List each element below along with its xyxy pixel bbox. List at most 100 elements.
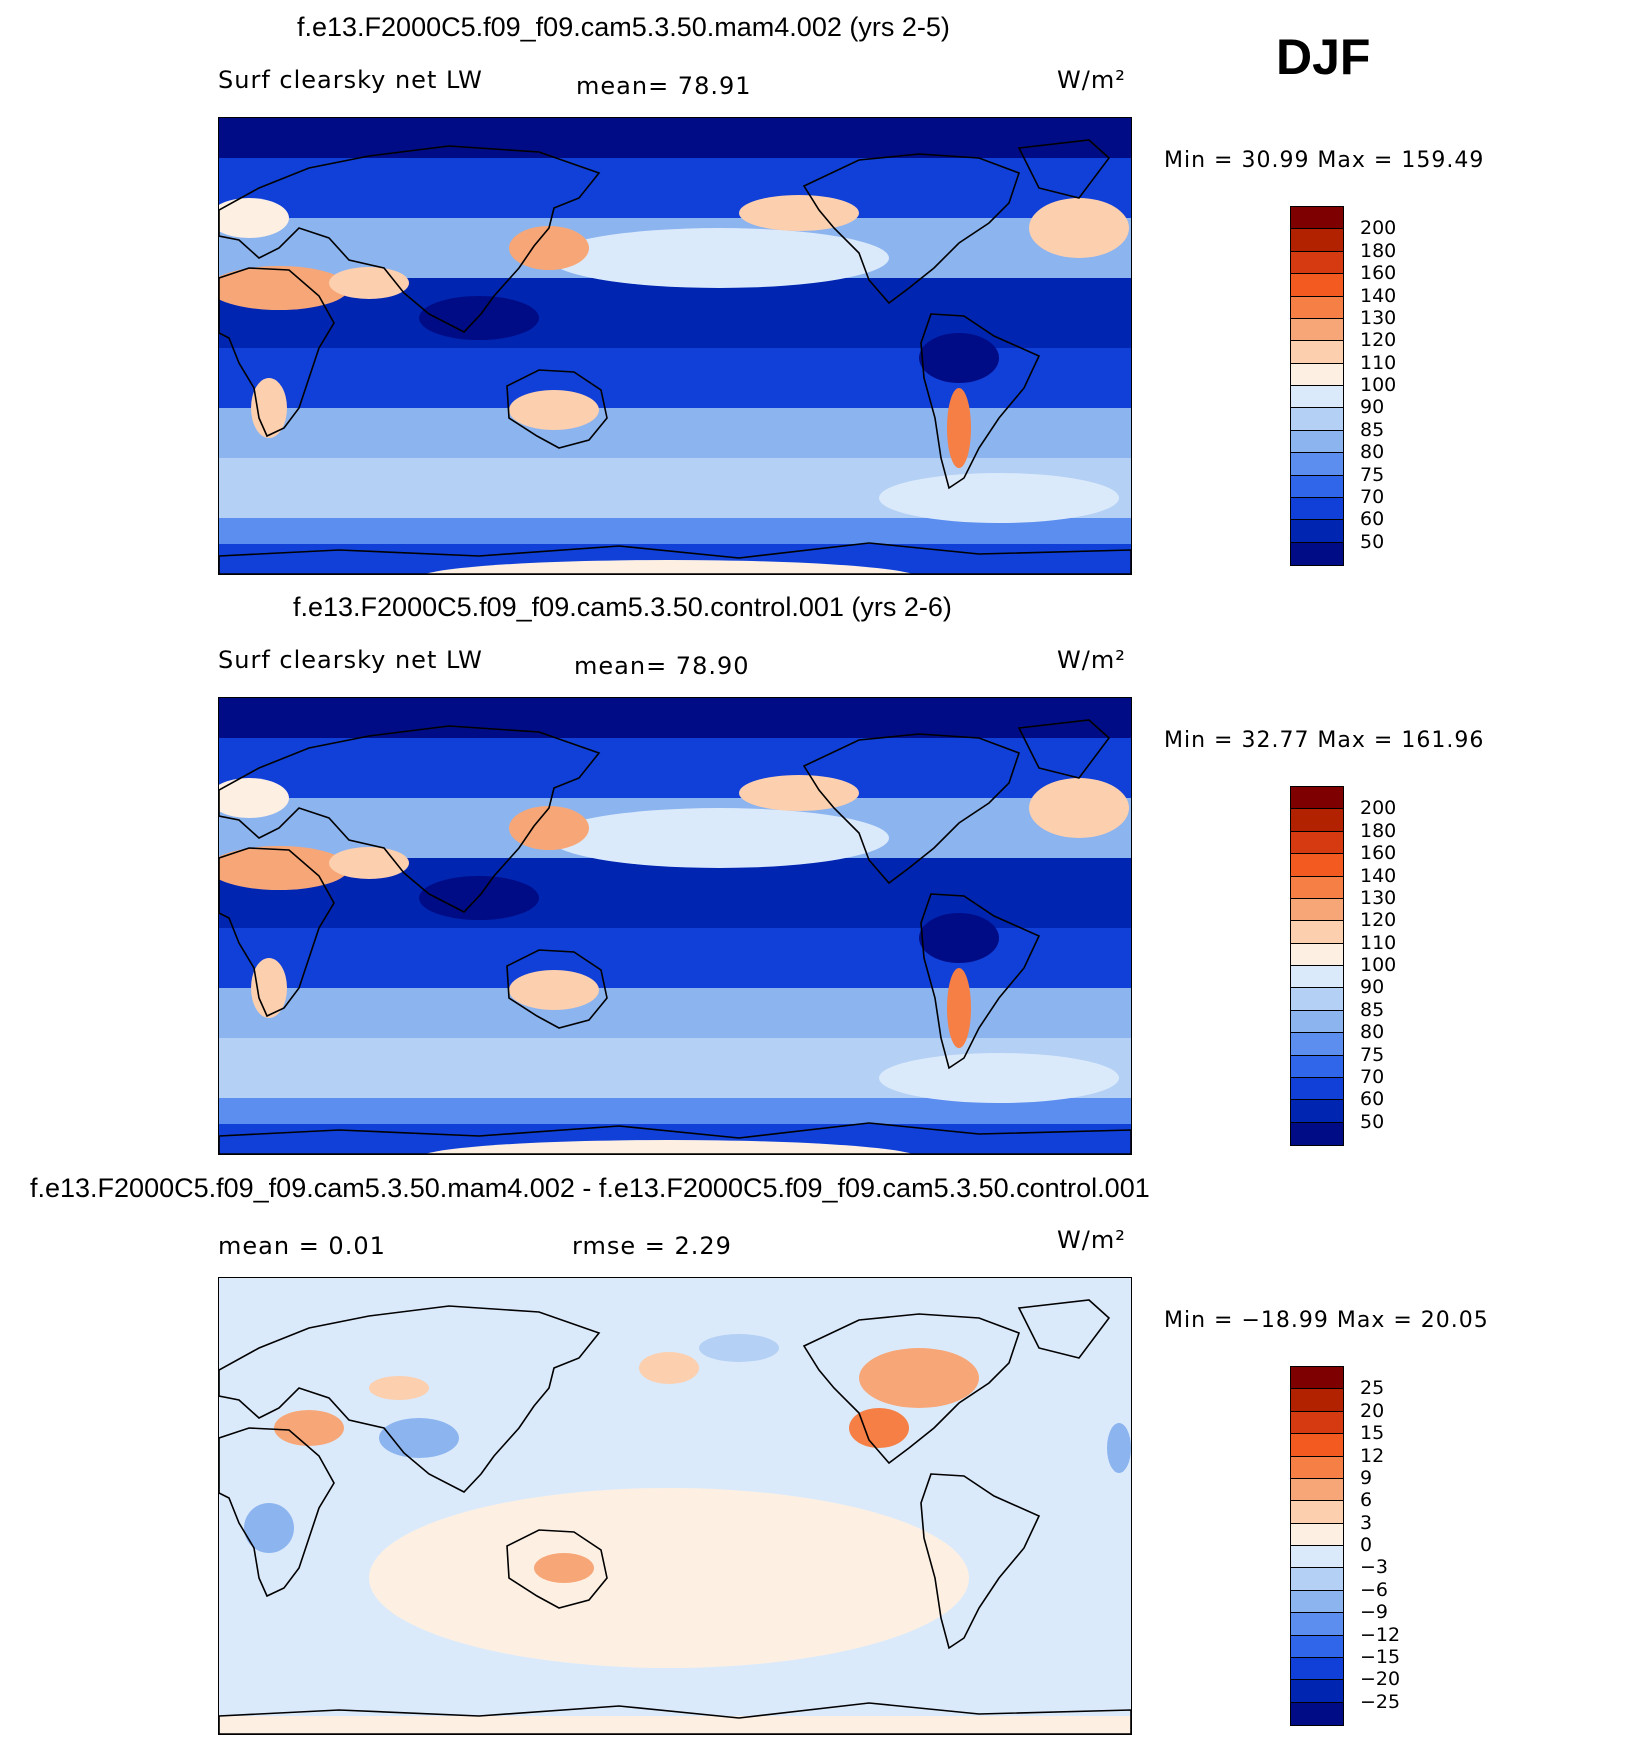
colorbar-swatch bbox=[1291, 1033, 1343, 1056]
coastline bbox=[219, 1122, 1131, 1154]
colorbar-swatch bbox=[1291, 520, 1343, 543]
field-blob-maritime-continent bbox=[419, 296, 539, 340]
field-blob-sahara bbox=[219, 846, 349, 890]
colorbar-swatch bbox=[1291, 318, 1343, 342]
colorbar-swatch bbox=[1291, 809, 1343, 832]
colorbar-tick-label: 60 bbox=[1360, 1088, 1385, 1111]
field-blob-bering bbox=[639, 1352, 699, 1384]
colorbar-swatch bbox=[1291, 542, 1343, 565]
colorbar-swatch bbox=[1291, 1411, 1343, 1435]
field-blob-north-atlantic bbox=[1029, 778, 1129, 838]
colorbar-tick-label: 85 bbox=[1360, 418, 1385, 441]
panel2-variable-label: Surf clearsky net LW bbox=[218, 646, 483, 674]
panel2-title: f.e13.F2000C5.f09_f09.cam5.3.50.control.… bbox=[293, 592, 952, 622]
colorbar-tick-label: 60 bbox=[1360, 508, 1385, 531]
coastline bbox=[219, 1427, 335, 1598]
panel2-colorbar bbox=[1290, 786, 1344, 1146]
colorbar-swatch bbox=[1291, 1077, 1343, 1101]
field-blob-arabia bbox=[274, 1410, 344, 1446]
panel1-title: f.e13.F2000C5.f09_f09.cam5.3.50.mam4.002… bbox=[297, 12, 950, 42]
coastline bbox=[802, 1313, 1021, 1465]
coastline bbox=[219, 847, 335, 1018]
field-band-antarctic bbox=[219, 1716, 1131, 1734]
colorbar-swatch bbox=[1291, 831, 1343, 855]
colorbar-tick-label: −6 bbox=[1360, 1578, 1389, 1601]
colorbar-tick-label: 130 bbox=[1360, 306, 1397, 329]
colorbar-swatch bbox=[1291, 787, 1343, 810]
colorbar-tick-label: 180 bbox=[1360, 819, 1397, 842]
coastline bbox=[219, 145, 601, 333]
coastline bbox=[802, 733, 1021, 885]
colorbar-tick-label: 12 bbox=[1360, 1444, 1385, 1467]
colorbar-swatch bbox=[1291, 1657, 1343, 1681]
colorbar-swatch bbox=[1291, 1680, 1343, 1703]
colorbar-swatch bbox=[1291, 1478, 1343, 1502]
coastline bbox=[219, 542, 1131, 574]
field-blob-northwest-pacific bbox=[699, 1334, 779, 1362]
field-blob-gulf-of-alaska bbox=[739, 775, 859, 811]
field-blob-south-pacific bbox=[879, 473, 1119, 523]
field-blob-north-america bbox=[859, 1348, 979, 1408]
colorbar-tick-label: 20 bbox=[1360, 1399, 1385, 1422]
colorbar-tick-label: 130 bbox=[1360, 886, 1397, 909]
field-blob-australia bbox=[509, 390, 599, 430]
colorbar-swatch bbox=[1291, 408, 1343, 431]
field-blob-gulf-of-alaska bbox=[739, 195, 859, 231]
colorbar-swatch bbox=[1291, 1055, 1343, 1078]
colorbar-swatch bbox=[1291, 966, 1343, 989]
field-band-arctic bbox=[219, 118, 1131, 158]
field-band-arctic bbox=[219, 698, 1131, 738]
field-band-subtropical-south bbox=[219, 988, 1131, 1038]
panel1-mean-label: mean= 78.91 bbox=[576, 72, 752, 100]
colorbar-tick-label: 70 bbox=[1360, 485, 1385, 508]
season-label: DJF bbox=[1276, 29, 1371, 85]
field-blob-pacific-positive bbox=[369, 1488, 969, 1668]
colorbar-tick-label: 120 bbox=[1360, 329, 1397, 352]
coastline bbox=[802, 153, 1021, 305]
colorbar-swatch bbox=[1291, 363, 1343, 386]
colorbar-swatch bbox=[1291, 453, 1343, 476]
panel2-units: W/m² bbox=[1057, 646, 1126, 674]
coastline bbox=[219, 725, 601, 913]
colorbar-swatch bbox=[1291, 1613, 1343, 1636]
coastline bbox=[1017, 1299, 1111, 1359]
coastline bbox=[506, 949, 608, 1029]
colorbar-swatch bbox=[1291, 274, 1343, 297]
field-blob-north-pacific bbox=[549, 228, 889, 288]
field-blob-north-pacific bbox=[549, 808, 889, 868]
colorbar-tick-label: −25 bbox=[1360, 1690, 1401, 1713]
coastline bbox=[219, 267, 335, 438]
field-band-high-lat bbox=[219, 158, 1131, 218]
colorbar-tick-label: 80 bbox=[1360, 1021, 1385, 1044]
panel1-colorbar bbox=[1290, 206, 1344, 566]
colorbar-swatch bbox=[1291, 430, 1343, 454]
coastline bbox=[920, 893, 1041, 1070]
field-blob-maritime-continent bbox=[419, 876, 539, 920]
field-blob-andes bbox=[947, 968, 971, 1048]
panel3-title: f.e13.F2000C5.f09_f09.cam5.3.50.mam4.002… bbox=[30, 1173, 1150, 1203]
colorbar-tick-label: 140 bbox=[1360, 284, 1397, 307]
colorbar-swatch bbox=[1291, 1568, 1343, 1591]
colorbar-tick-label: 120 bbox=[1360, 909, 1397, 932]
coastline bbox=[506, 369, 608, 449]
field-blob-atlantic-edge bbox=[1107, 1423, 1131, 1473]
panel3-map bbox=[218, 1277, 1132, 1735]
colorbar-tick-label: 80 bbox=[1360, 441, 1385, 464]
colorbar-swatch bbox=[1291, 229, 1343, 252]
colorbar-tick-label: −12 bbox=[1360, 1623, 1401, 1646]
colorbar-tick-label: 85 bbox=[1360, 998, 1385, 1021]
colorbar-tick-label: 75 bbox=[1360, 1043, 1385, 1066]
colorbar-tick-label: 9 bbox=[1360, 1466, 1373, 1489]
field-blob-central-asia bbox=[369, 1376, 429, 1400]
colorbar-swatch bbox=[1291, 341, 1343, 364]
panel1-units: W/m² bbox=[1057, 66, 1126, 94]
colorbar-tick-label: −15 bbox=[1360, 1645, 1401, 1668]
coastline bbox=[506, 1529, 608, 1609]
panel3-rmse-label: rmse = 2.29 bbox=[572, 1232, 732, 1260]
colorbar-swatch bbox=[1291, 898, 1343, 922]
field-blob-antarctic-margin bbox=[425, 1140, 913, 1154]
colorbar-swatch bbox=[1291, 1434, 1343, 1457]
field-blob-japan bbox=[509, 806, 589, 850]
colorbar-tick-label: 0 bbox=[1360, 1534, 1373, 1556]
field-blob-south-pacific bbox=[879, 1053, 1119, 1103]
